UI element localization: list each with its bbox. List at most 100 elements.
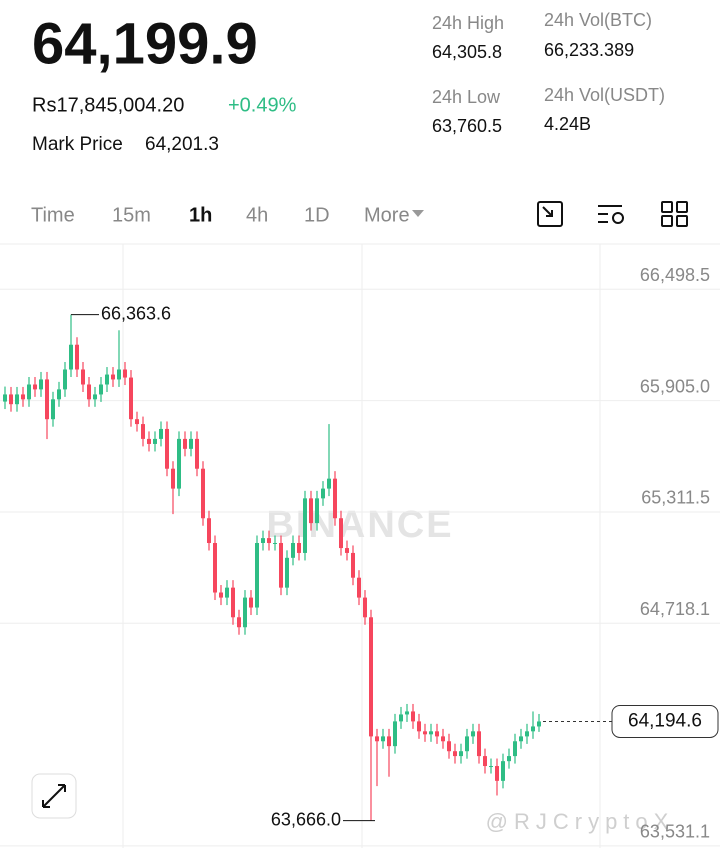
- candle-body: [195, 438, 199, 469]
- candle-body: [183, 438, 187, 449]
- candle-body: [363, 597, 367, 618]
- candle-body: [255, 542, 259, 608]
- watermark: @RJCryptoX: [486, 809, 675, 834]
- candle-body: [273, 542, 277, 544]
- candle-body: [519, 736, 523, 742]
- candle-body: [339, 518, 343, 549]
- y-tick-label: 64,718.1: [640, 599, 710, 619]
- stat-label: 24h Low: [432, 87, 501, 107]
- candle-body: [201, 468, 205, 519]
- candle-body: [531, 726, 535, 732]
- interval-tab[interactable]: More: [364, 204, 410, 226]
- mark-price-label: Mark Price: [32, 134, 123, 155]
- candle-body: [465, 736, 469, 752]
- icon-layout[interactable]: [661, 201, 688, 227]
- mark-price: 64,201.3: [145, 134, 219, 155]
- candle-body: [501, 761, 505, 781]
- annotation-label: 66,363.6: [101, 303, 171, 323]
- watermark: BINANCE: [266, 504, 453, 546]
- candle-body: [123, 369, 127, 378]
- candle-body: [165, 428, 169, 469]
- candle-body: [87, 384, 91, 400]
- candle-body: [471, 731, 475, 737]
- interval-tab[interactable]: 1h: [189, 204, 212, 226]
- change: +0.49%: [228, 94, 297, 116]
- candle-body: [213, 542, 217, 593]
- candle-body: [147, 438, 151, 444]
- candle-body: [249, 597, 253, 608]
- candle-body: [99, 384, 103, 395]
- candle-body: [405, 711, 409, 715]
- candle-body: [507, 756, 511, 762]
- candle-body: [453, 751, 457, 757]
- interval-tab[interactable]: 1D: [304, 204, 330, 226]
- candle-body: [111, 374, 115, 380]
- y-tick-label: 66,498.5: [640, 265, 710, 285]
- stat-value: 4.24B: [544, 114, 591, 134]
- stat-value: 63,760.5: [432, 116, 502, 136]
- candle-body: [15, 394, 19, 405]
- candle-body: [135, 419, 139, 425]
- candle-body: [291, 542, 295, 558]
- candle-body: [411, 711, 415, 722]
- last-price-label: 64,194.6: [628, 710, 702, 731]
- more-caret[interactable]: [412, 210, 424, 217]
- candle-body: [93, 394, 97, 400]
- last-price: 64,199.9: [32, 11, 258, 76]
- candle-body: [297, 542, 301, 553]
- candle-body: [537, 721, 541, 727]
- candle-body: [27, 384, 31, 400]
- candle-body: [393, 721, 397, 747]
- candle-body: [321, 488, 325, 499]
- stat-label: 24h Vol(USDT): [544, 85, 665, 105]
- candle-body: [243, 597, 247, 628]
- interval-tab[interactable]: 15m: [112, 204, 151, 226]
- interval-tab[interactable]: 4h: [246, 204, 268, 226]
- candle-body: [315, 498, 319, 524]
- candle-body: [387, 736, 391, 747]
- candle-body: [3, 394, 7, 402]
- stat-label: 24h Vol(BTC): [544, 10, 652, 30]
- candle-body: [63, 369, 67, 390]
- candle-body: [429, 731, 433, 735]
- icon-fullscreen[interactable]: [537, 201, 563, 227]
- fiat-price: Rs17,845,004.20: [32, 94, 184, 116]
- candle-body: [207, 518, 211, 543]
- interval-tab[interactable]: Time: [31, 204, 75, 226]
- candle-body: [159, 428, 163, 439]
- candle-body: [279, 542, 283, 588]
- candle-body: [489, 766, 493, 768]
- candle-body: [39, 379, 43, 390]
- candle-body: [9, 394, 13, 405]
- candle-body: [441, 736, 445, 742]
- candle-body: [261, 538, 265, 543]
- candle-body: [399, 714, 403, 722]
- expand-button[interactable]: [31, 773, 77, 819]
- candle-body: [351, 552, 355, 578]
- candle-body: [333, 478, 337, 519]
- candle-body: [105, 374, 109, 385]
- annotation-label: 63,666.0: [271, 809, 341, 829]
- y-tick-label: 65,311.5: [641, 488, 710, 508]
- candle-body: [327, 478, 331, 489]
- candle-body: [357, 577, 361, 598]
- y-tick-label: 65,905.0: [640, 376, 710, 396]
- candle-body: [51, 399, 55, 420]
- candle-body: [267, 538, 271, 543]
- candle-body: [21, 394, 25, 400]
- candle-body: [345, 548, 349, 553]
- candle-body: [417, 721, 421, 732]
- candle-body: [483, 756, 487, 767]
- candle-body: [435, 731, 439, 737]
- candle-body: [171, 468, 175, 489]
- candle-body: [447, 741, 451, 752]
- candle-body: [141, 424, 145, 439]
- stat-label: 24h High: [432, 13, 504, 33]
- candle-body: [375, 736, 379, 742]
- icon-settings[interactable]: [598, 205, 624, 224]
- candle-body: [129, 377, 133, 420]
- candle-body: [189, 438, 193, 449]
- candle-body: [225, 587, 229, 598]
- candle-body: [303, 498, 307, 553]
